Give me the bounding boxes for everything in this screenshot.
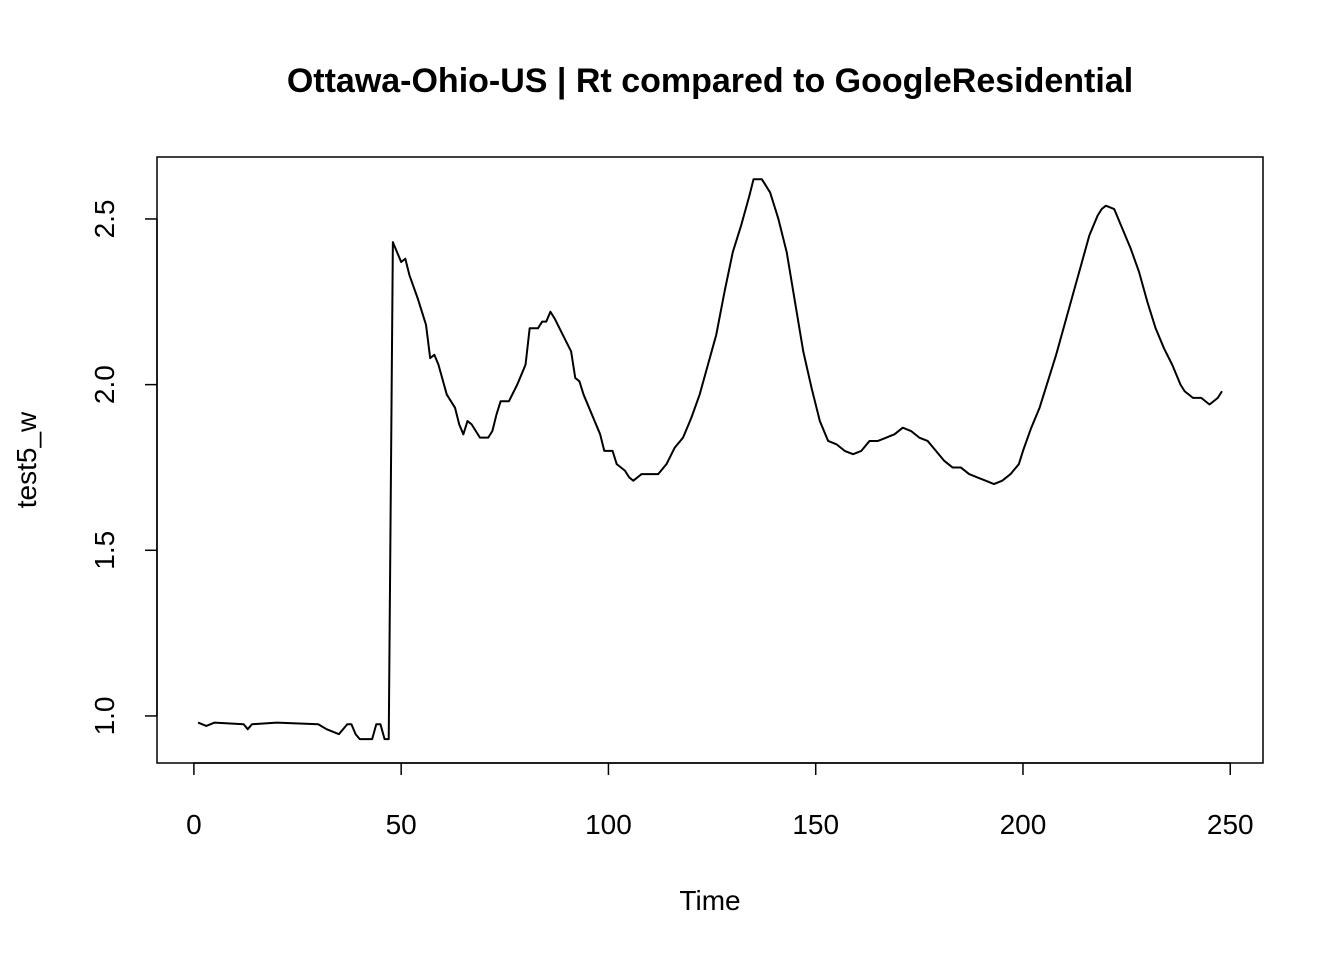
data-line xyxy=(197,178,1223,741)
x-tick-label: 150 xyxy=(792,809,839,840)
y-axis-label: test5_w xyxy=(11,411,42,508)
x-tick-label: 200 xyxy=(1000,809,1047,840)
y-tick-label: 2.5 xyxy=(89,199,120,238)
x-tick-label: 100 xyxy=(585,809,632,840)
x-tick-label: 50 xyxy=(386,809,417,840)
x-tick-label: 250 xyxy=(1207,809,1254,840)
x-tick-label: 0 xyxy=(186,809,202,840)
x-axis-label: Time xyxy=(679,885,740,916)
y-tick-label: 2.0 xyxy=(89,365,120,404)
chart-title: Ottawa-Ohio-US | Rt compared to GoogleRe… xyxy=(287,62,1133,100)
y-tick-label: 1.5 xyxy=(89,531,120,570)
y-tick-label: 1.0 xyxy=(89,696,120,735)
